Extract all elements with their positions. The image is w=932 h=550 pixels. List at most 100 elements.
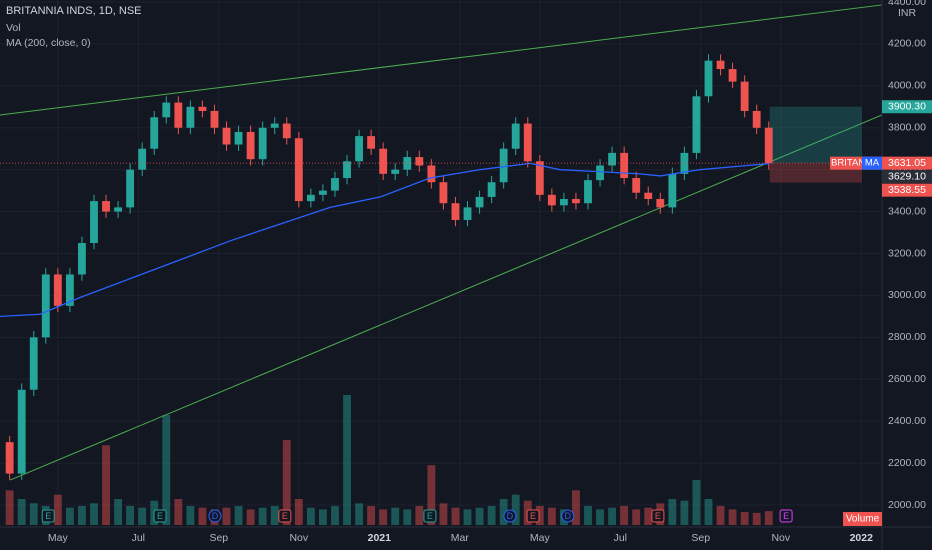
indicator: Vol [6,22,21,34]
volume-bar [439,503,448,525]
x-tick-label: 2022 [850,532,874,544]
price-label [882,183,932,197]
candle-body [198,106,207,111]
y-tick-label: 4200.00 [888,38,926,50]
candle-body [704,60,713,97]
volume-bar [114,499,122,525]
candle-body [620,152,629,179]
volume-bar [596,509,604,525]
volume-bar [475,507,484,525]
volume-bar [162,414,171,525]
candle-body [270,123,279,128]
candle-body [584,180,592,204]
event-label: E [783,511,789,521]
candle-body [367,136,376,149]
volume-bar [427,465,436,525]
volume-bar [126,505,135,525]
volume-bar [222,507,231,525]
axis-labels: 2000.00 2200.00 2400.00 2600.00 2800.00 3000.… [48,0,932,544]
volume-bar [511,494,520,525]
event-badge [526,509,540,523]
candle-body [656,199,665,208]
y-tick-label: 2200.00 [888,457,926,469]
x-tick-label: Jul [132,532,145,544]
candle-body [306,194,315,202]
candle-body [65,274,74,306]
candle-body [102,201,110,212]
ma-line [0,162,770,318]
volume-bar [306,507,315,525]
volume-bar [102,445,110,525]
chart-title: BRITANNIA INDS, 1D, NSE [6,5,142,17]
candle-body [331,178,339,191]
event-label: E [45,511,51,521]
price-label [882,156,932,170]
series-tag [862,156,882,170]
y-tick-label: 2600.00 [888,373,926,385]
candle-body [463,207,472,220]
volume-tag-label: Volume [846,514,880,525]
candle-body [716,60,725,70]
event-label: E [427,511,433,521]
volume-bar [5,490,14,525]
x-tick-label: 2021 [368,532,392,544]
volume-bar [547,507,556,525]
volume-bar [608,507,617,525]
x-tick-label: May [530,532,551,544]
candle-body [511,123,520,149]
candle-body [78,243,86,275]
volume-bar [29,503,38,525]
event-badge [651,509,665,523]
volume-bar [752,512,761,525]
volume-pane [5,395,773,525]
volume-bar [53,494,62,525]
x-tick-label: Nov [771,532,790,544]
candle-body [487,182,496,197]
volume-bar [692,479,701,525]
volume-bar [415,505,424,525]
volume-bar [644,507,653,525]
event-label: D [565,511,572,521]
price-label-text: 3631.05 [888,157,926,169]
candle-body [764,127,773,164]
candle-body [608,152,617,166]
volume-bar [535,505,544,525]
event-badge [503,509,517,523]
x-tick-label: Mar [451,532,470,544]
candle-body [572,199,580,204]
volume-bar [294,499,303,525]
y-tick-label: 2800.00 [888,331,926,343]
candle-body [294,138,303,202]
y-tick-label: 3400.00 [888,205,926,217]
candle-body [451,203,460,220]
candle-body [596,165,604,181]
volume-bar [499,499,508,525]
candle-body [740,81,749,111]
volume-bar [487,505,496,525]
volume-bar [379,509,388,525]
volume-bar [282,440,291,525]
volume-bar [198,507,207,525]
volume-bar [716,505,725,525]
candle-body [126,169,135,208]
volume-bar [355,503,363,525]
event-badge [423,509,437,523]
grid [0,0,882,527]
y-tick-label: 4400.00 [888,0,926,8]
volume-bar [451,507,460,525]
candle-body [282,123,291,139]
candle-body [427,165,436,183]
target-zone [769,106,862,164]
candle-body [547,194,556,206]
volume-bar [391,507,400,525]
candle-body [403,157,412,170]
volume-bar [246,509,255,525]
volume-bar [403,509,412,525]
volume-bar [764,511,773,525]
volume-bar [728,509,737,525]
trendline [0,4,883,116]
event-label: E [655,511,661,521]
candle-body [559,199,568,206]
